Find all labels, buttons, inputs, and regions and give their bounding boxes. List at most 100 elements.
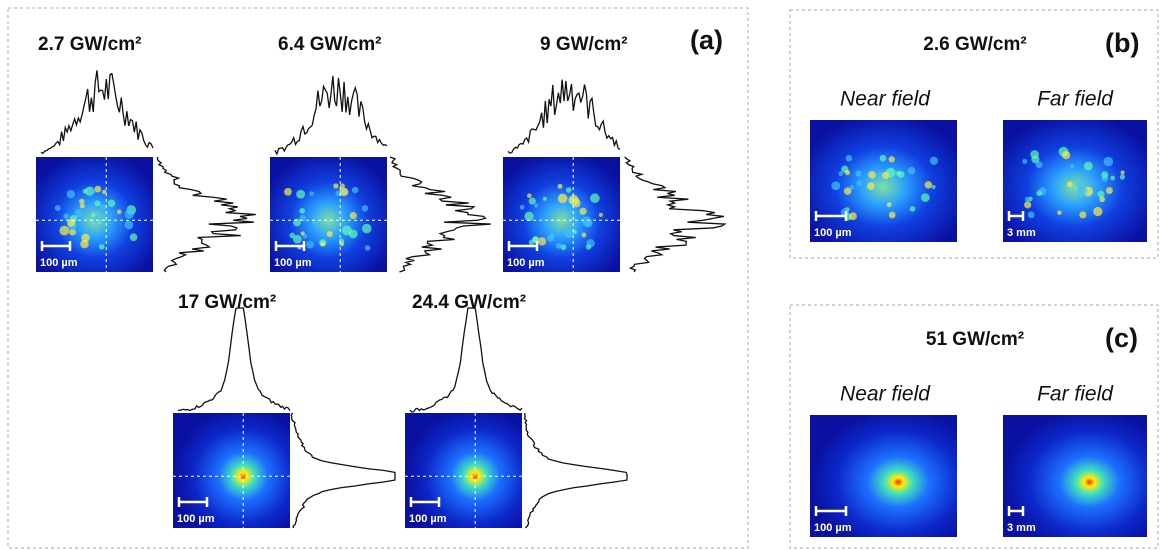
speckle	[868, 170, 876, 179]
intensity-profile	[523, 412, 628, 529]
speckle	[107, 199, 116, 207]
speckle	[557, 183, 563, 189]
speckle	[895, 170, 901, 176]
speckle	[909, 206, 916, 212]
speckle	[565, 187, 572, 193]
speckle	[849, 212, 857, 221]
speckle	[843, 187, 852, 195]
panel-title: 2.6 GW/cm²	[923, 34, 1026, 55]
image-title: 6.4 GW/cm²	[278, 34, 381, 55]
speckle	[1062, 151, 1071, 160]
speckle	[560, 244, 567, 251]
speckle	[306, 240, 315, 249]
speckle	[584, 219, 593, 228]
speckle	[300, 231, 305, 236]
speckle	[1099, 196, 1105, 203]
speckle	[94, 200, 101, 207]
speckle	[129, 233, 138, 242]
speckle	[63, 213, 70, 220]
scale-label: 100 µm	[507, 257, 545, 269]
speckle	[929, 156, 939, 165]
scale-bar	[274, 241, 306, 251]
speckle	[91, 189, 96, 194]
speckle	[564, 230, 573, 239]
scale-label: 100 µm	[814, 522, 852, 534]
speckle	[1120, 170, 1125, 175]
field-label: Near field	[840, 88, 931, 111]
speckle	[1070, 163, 1075, 168]
scale-label: 100 µm	[177, 513, 215, 525]
speckle	[838, 171, 844, 177]
speckle	[296, 189, 306, 199]
speckle	[1105, 187, 1113, 194]
speckle	[80, 239, 89, 249]
scale-label: 3 mm	[1007, 522, 1036, 534]
speckle	[1030, 150, 1039, 159]
speckle	[69, 228, 77, 236]
speckle	[333, 183, 339, 189]
speckle	[879, 154, 887, 162]
scale-bar	[409, 497, 441, 507]
intensity-profile	[409, 307, 523, 413]
speckle	[831, 181, 841, 191]
speckle	[284, 187, 292, 196]
scale-bar	[40, 241, 72, 251]
speckle	[519, 204, 525, 210]
speckle	[844, 169, 851, 176]
field-label: Far field	[1037, 383, 1114, 406]
speckle	[326, 230, 333, 238]
speckle	[361, 205, 369, 212]
field-label: Near field	[840, 383, 931, 406]
speckle	[92, 215, 101, 223]
speckle	[849, 185, 855, 190]
speckle	[579, 207, 587, 215]
beam-image	[173, 413, 290, 528]
speckle	[338, 238, 345, 244]
scale-bar	[814, 506, 848, 516]
speckle	[568, 194, 579, 205]
scale-label: 100 µm	[409, 513, 447, 525]
field-label: Far field	[1037, 88, 1114, 111]
speckle	[361, 223, 372, 234]
speckle	[1103, 156, 1114, 167]
speckle	[924, 181, 933, 189]
speckle	[867, 182, 875, 190]
intensity-profile	[177, 307, 291, 412]
intensity-profile	[389, 156, 491, 273]
speckle	[1027, 211, 1035, 219]
panel-a-frame	[7, 7, 749, 549]
scale-bar	[1007, 506, 1025, 516]
intensity-profile	[40, 70, 154, 155]
speckle	[340, 187, 349, 197]
speckle	[1101, 171, 1109, 179]
speckle	[882, 171, 890, 180]
speckle	[1024, 201, 1032, 209]
speckle	[94, 185, 102, 193]
intensity-profile	[624, 156, 727, 273]
speckle	[85, 186, 95, 196]
speckle	[581, 232, 587, 238]
scale-label: 100 µm	[814, 227, 852, 239]
scale-bar	[1007, 211, 1025, 221]
speckle	[292, 234, 302, 244]
speckle	[855, 170, 862, 177]
speckle	[1119, 174, 1125, 180]
speckle	[124, 220, 134, 230]
speckle	[931, 184, 936, 189]
image-title: 9 GW/cm²	[540, 34, 628, 55]
scale-bar	[507, 241, 539, 251]
intensity-profile	[274, 75, 388, 156]
speckle	[1093, 206, 1103, 217]
speckle	[547, 234, 555, 242]
speckle	[1076, 181, 1084, 189]
speckle	[59, 225, 70, 236]
panel-label: (c)	[1105, 323, 1138, 353]
speckle	[67, 218, 76, 227]
speckle	[1066, 181, 1073, 188]
speckle	[79, 203, 85, 209]
image-title: 24.4 GW/cm²	[412, 292, 526, 313]
speckle	[528, 197, 536, 205]
speckle	[590, 193, 600, 204]
panel-c-frame	[789, 304, 1159, 549]
scale-bar	[177, 497, 209, 507]
